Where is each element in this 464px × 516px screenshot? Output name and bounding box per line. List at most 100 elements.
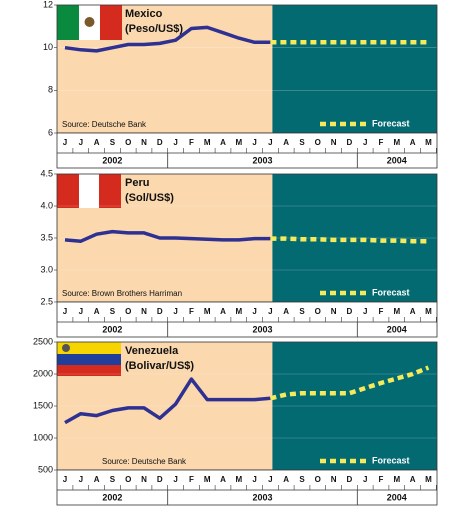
x-tick-label: M <box>425 475 432 484</box>
x-tick-label: D <box>157 307 163 316</box>
x-tick-label: J <box>268 475 272 484</box>
year-label: 2003 <box>252 492 272 502</box>
panel-subtitle: (Bolivar/US$) <box>125 360 194 372</box>
x-tick-label: M <box>204 475 211 484</box>
x-tick-label: J <box>268 307 272 316</box>
panel-title: Peru <box>125 177 149 189</box>
y-tick-label: 2500 <box>33 336 53 346</box>
x-tick-label: N <box>141 475 147 484</box>
x-tick-label: J <box>63 307 67 316</box>
forecast-area <box>272 342 437 470</box>
x-tick-label: S <box>110 307 116 316</box>
x-tick-label: D <box>157 138 163 147</box>
x-tick-label: J <box>363 475 367 484</box>
x-tick-label: J <box>252 138 256 147</box>
y-tick-label: 12 <box>43 0 53 9</box>
source-note: Source: Deutsche Bank <box>62 120 147 129</box>
x-tick-label: J <box>79 307 83 316</box>
x-tick-label: S <box>110 475 116 484</box>
x-tick-label: D <box>347 475 353 484</box>
x-tick-label: A <box>410 475 416 484</box>
source-note: Source: Brown Brothers Harriman <box>62 289 182 298</box>
y-tick-label: 1000 <box>33 432 53 442</box>
x-tick-label: O <box>125 475 131 484</box>
y-tick-label: 2000 <box>33 368 53 378</box>
y-tick-label: 10 <box>43 42 53 52</box>
x-tick-label: A <box>94 475 100 484</box>
x-tick-label: N <box>141 307 147 316</box>
x-tick-label: O <box>125 307 131 316</box>
x-tick-label: M <box>235 138 242 147</box>
x-tick-label: M <box>235 475 242 484</box>
x-tick-label: J <box>63 138 67 147</box>
year-label: 2004 <box>387 324 407 334</box>
y-tick-label: 8 <box>48 85 53 95</box>
actual-line <box>64 25 271 53</box>
x-tick-label: A <box>410 138 416 147</box>
x-tick-label: M <box>393 475 400 484</box>
y-tick-label: 6 <box>48 127 53 137</box>
x-tick-label: S <box>299 307 305 316</box>
source-note: Source: Deutsche Bank <box>102 457 187 466</box>
x-tick-label: F <box>189 307 194 316</box>
x-tick-label: S <box>299 475 305 484</box>
year-label: 2003 <box>252 324 272 334</box>
x-tick-label: M <box>204 307 211 316</box>
x-tick-label: A <box>94 138 100 147</box>
x-tick-label: M <box>204 138 211 147</box>
year-label: 2002 <box>102 492 122 502</box>
x-tick-label: M <box>235 307 242 316</box>
year-label: 2004 <box>387 492 407 502</box>
x-tick-label: N <box>331 475 337 484</box>
year-label: 2003 <box>252 155 272 165</box>
y-tick-label: 4.5 <box>40 168 53 178</box>
legend-label: Forecast <box>372 287 410 297</box>
year-label: 2002 <box>102 155 122 165</box>
panel-subtitle: (Peso/US$) <box>125 23 183 35</box>
x-tick-label: J <box>268 138 272 147</box>
x-tick-label: M <box>393 138 400 147</box>
x-tick-label: A <box>220 307 226 316</box>
x-tick-label: A <box>283 307 289 316</box>
actual-line <box>64 229 271 243</box>
x-tick-label: F <box>379 138 384 147</box>
x-tick-label: O <box>315 307 321 316</box>
y-tick-label: 1500 <box>33 400 53 410</box>
forecast-area <box>272 5 437 133</box>
x-tick-label: J <box>252 307 256 316</box>
legend-label: Forecast <box>372 118 410 128</box>
x-tick-label: D <box>157 475 163 484</box>
x-tick-label: J <box>79 138 83 147</box>
x-tick-label: N <box>331 307 337 316</box>
x-tick-label: J <box>363 138 367 147</box>
x-tick-label: N <box>331 138 337 147</box>
x-tick-label: S <box>110 138 116 147</box>
x-tick-label: O <box>125 138 131 147</box>
flag-peru <box>57 174 121 208</box>
x-tick-label: M <box>425 138 432 147</box>
x-tick-label: A <box>283 138 289 147</box>
x-tick-label: D <box>347 307 353 316</box>
x-tick-label: A <box>94 307 100 316</box>
x-tick-label: J <box>363 307 367 316</box>
x-tick-label: J <box>173 475 177 484</box>
x-tick-label: A <box>410 307 416 316</box>
y-tick-label: 500 <box>38 464 53 474</box>
x-tick-label: J <box>173 138 177 147</box>
x-tick-label: N <box>141 138 147 147</box>
panel-subtitle: (Sol/US$) <box>125 192 174 204</box>
x-tick-label: S <box>299 138 305 147</box>
x-tick-label: J <box>63 475 67 484</box>
x-tick-label: A <box>220 475 226 484</box>
y-tick-label: 4.0 <box>40 200 53 210</box>
x-tick-label: O <box>315 475 321 484</box>
year-label: 2004 <box>387 155 407 165</box>
x-tick-label: D <box>347 138 353 147</box>
x-tick-label: M <box>393 307 400 316</box>
legend-label: Forecast <box>372 455 410 465</box>
x-tick-label: A <box>283 475 289 484</box>
x-tick-label: A <box>220 138 226 147</box>
panel-title: Venezuela <box>125 345 179 357</box>
panel-title: Mexico <box>125 8 163 20</box>
